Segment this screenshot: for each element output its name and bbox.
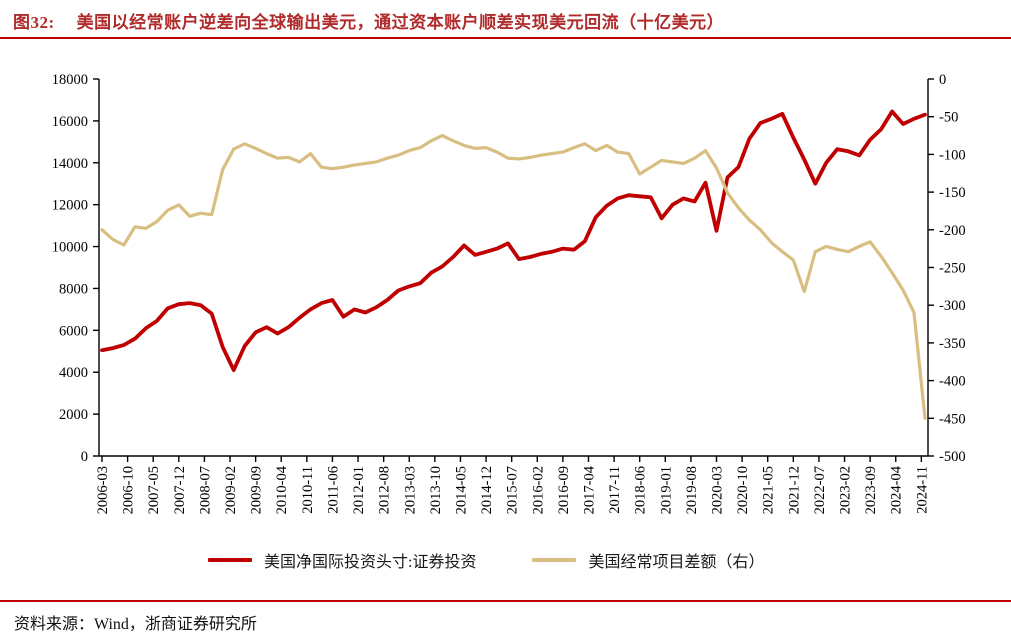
x-axis-tick-label: 2021-12: [786, 466, 802, 514]
right-axis-tick-label: -100: [939, 147, 966, 163]
right-axis-tick-label: -450: [939, 411, 966, 427]
x-axis-tick-label: 2019-01: [658, 466, 674, 514]
figure-header: 图32: 美国以经常账户逆差向全球输出美元，通过资本账户顺差实现美元回流（十亿美元…: [13, 8, 1003, 33]
right-axis-tick-label: -50: [939, 110, 958, 126]
x-axis-tick-label: 2020-10: [735, 466, 751, 514]
x-axis-tick-label: 2017-04: [581, 465, 597, 514]
source-note: 资料来源：Wind，浙商证券研究所: [14, 616, 257, 633]
x-axis-tick-label: 2006-10: [121, 466, 137, 514]
legend-label-current-account: 美国经常项目差额（右）: [588, 554, 765, 571]
right-axis-tick-label: -400: [939, 374, 966, 390]
right-axis-tick-label: -200: [939, 223, 966, 239]
left-axis-tick-label: 16000: [52, 114, 88, 130]
title-divider: [0, 37, 1011, 39]
x-axis-tick-label: 2023-09: [863, 466, 879, 514]
x-axis-tick-label: 2021-05: [761, 466, 777, 514]
series-line-niip: [100, 109, 927, 373]
legend-line-swatch-tan: [532, 558, 577, 562]
x-axis-tick-label: 2009-02: [223, 466, 239, 514]
x-axis-tick-label: 2023-02: [838, 466, 854, 514]
x-axis-tick-label: 2010-11: [300, 466, 316, 514]
left-axis-tick-label: 12000: [52, 198, 88, 214]
legend-item-current-account: 美国经常项目差额（右）: [532, 548, 764, 572]
x-axis-tick-label: 2006-03: [95, 466, 111, 514]
x-axis-tick-label: 2014-12: [479, 466, 495, 514]
left-axis-tick-label: 2000: [59, 407, 88, 423]
right-axis-tick-label: -300: [939, 298, 966, 314]
x-axis-tick-label: 2016-09: [556, 466, 572, 514]
x-axis-tick-label: 2012-08: [377, 466, 393, 514]
x-axis-tick-label: 2019-08: [684, 466, 700, 514]
left-axis-tick-label: 8000: [59, 281, 88, 297]
legend-line-swatch-red: [208, 558, 252, 562]
left-axis-tick-label: 14000: [52, 156, 88, 172]
chart-area: 0 2000 4000 6000 8000 10000 12000 14000 16000 180…: [0, 40, 1011, 540]
x-axis-tick-label: 2011-06: [325, 466, 341, 514]
legend: 美国净国际投资头寸:证券投资 美国经常项目差额（右）: [208, 548, 764, 572]
x-axis-tick-label: 2012-01: [351, 466, 367, 514]
x-axis-tick-label: 2013-03: [402, 466, 418, 514]
x-axis-tick-label: 2016-02: [530, 466, 546, 514]
x-axis-tick-label: 2007-05: [146, 466, 162, 514]
x-axis-tick-label: 2024-11: [914, 466, 930, 514]
footer-divider: [0, 600, 1011, 602]
x-axis-tick-label: 2024-04: [889, 465, 905, 514]
left-axis-tick-label: 10000: [52, 240, 88, 256]
chart-canvas: 0 2000 4000 6000 8000 10000 12000 14000 16000 180…: [52, 72, 966, 514]
series-line-current-account: [100, 134, 927, 420]
left-axis-tick-label: 0: [81, 449, 88, 465]
x-axis-tick-label: 2007-12: [172, 466, 188, 514]
x-axis-tick-label: 2010-04: [274, 465, 290, 514]
right-axis-tick-label: -350: [939, 336, 966, 352]
right-axis-tick-label: -250: [939, 261, 966, 277]
left-axis-tick-label: 6000: [59, 323, 88, 339]
figure-title: 美国以经常账户逆差向全球输出美元，通过资本账户顺差实现美元回流（十亿美元）: [76, 13, 725, 32]
right-axis-tick-label: -500: [939, 449, 966, 465]
x-axis-tick-label: 2015-07: [505, 466, 521, 514]
x-axis-tick-label: 2022-07: [812, 466, 828, 514]
x-axis-tick-label: 2020-03: [710, 466, 726, 514]
x-axis-tick-label: 2018-06: [633, 466, 649, 514]
x-axis-tick-label: 2008-07: [197, 466, 213, 514]
x-axis-tick-label: 2014-05: [453, 466, 469, 514]
left-axis-tick-label: 18000: [52, 72, 88, 88]
left-axis-tick-label: 4000: [59, 365, 88, 381]
right-axis-tick-label: -150: [939, 185, 966, 201]
figure-number: 图32:: [13, 13, 55, 32]
x-axis-tick-label: 2017-11: [607, 466, 623, 514]
x-axis-tick-label: 2013-10: [428, 466, 444, 514]
legend-item-niip: 美国净国际投资头寸:证券投资: [208, 548, 476, 572]
legend-label-niip: 美国净国际投资头寸:证券投资: [264, 554, 477, 571]
right-axis-tick-label: 0: [939, 72, 946, 88]
x-axis-tick-label: 2009-09: [249, 466, 265, 514]
